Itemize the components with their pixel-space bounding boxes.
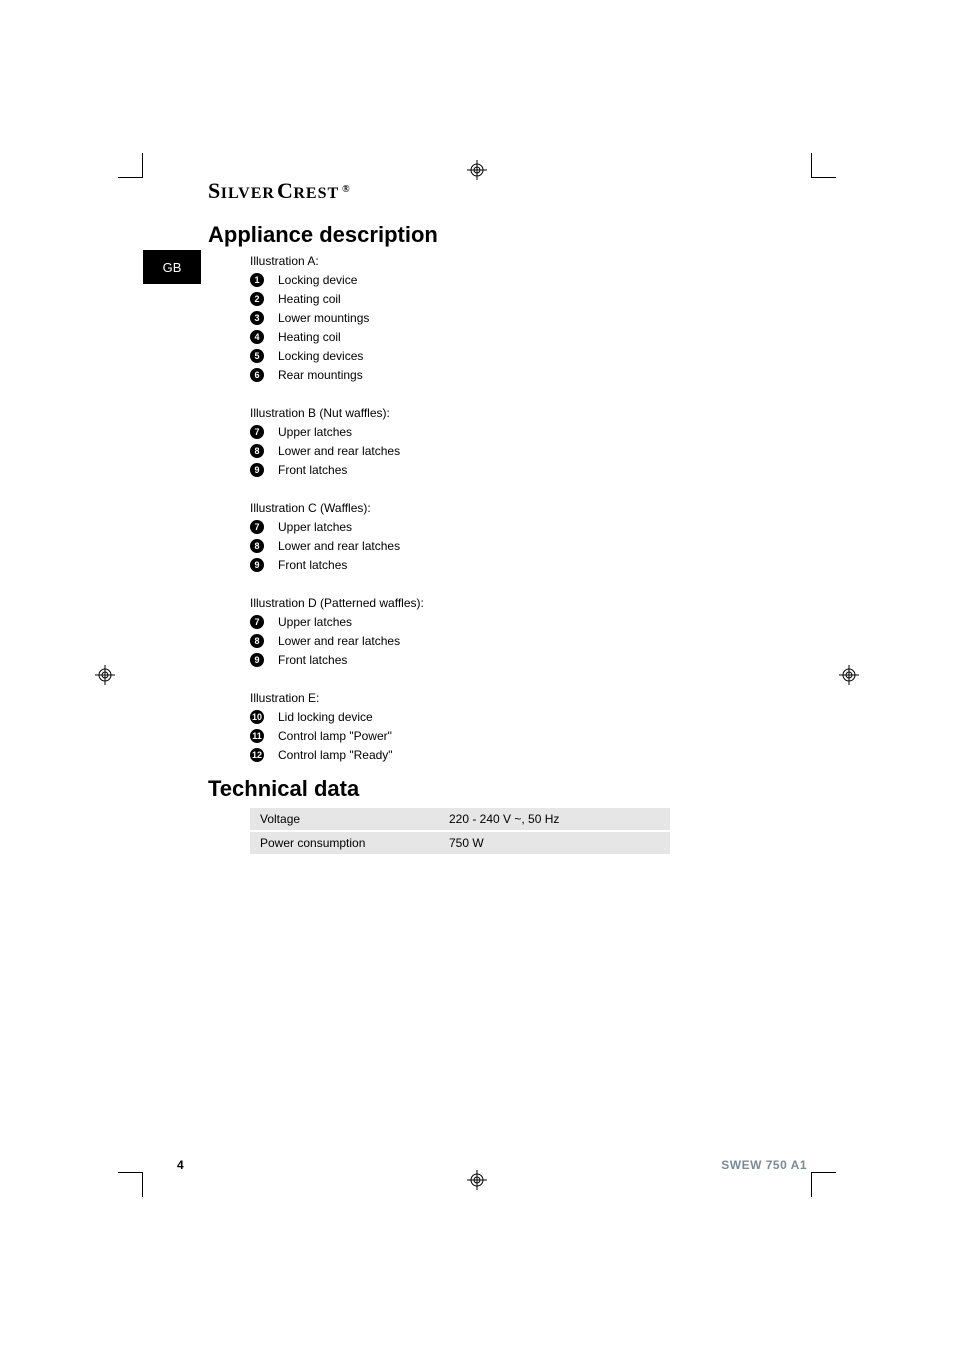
illustration-heading: Illustration B (Nut waffles): [250, 406, 811, 420]
registration-mark [467, 160, 487, 180]
list-item: 11 Control lamp "Power" [250, 729, 811, 743]
illustration-heading: Illustration A: [250, 254, 811, 268]
appliance-groups: Illustration A: 1 Locking device 2 Heating c… [250, 254, 811, 762]
crop-mark [811, 153, 836, 178]
item-label: Front latches [278, 558, 347, 572]
language-badge: GB [143, 250, 201, 284]
item-number-badge: 6 [250, 368, 264, 382]
crop-mark [118, 1172, 143, 1197]
registration-mark [95, 665, 115, 685]
item-number-badge: 9 [250, 558, 264, 572]
item-number-badge: 4 [250, 330, 264, 344]
list-item: 8 Lower and rear latches [250, 634, 811, 648]
spec-value: 750 W [439, 831, 670, 855]
section-title-technical: Technical data [208, 776, 811, 802]
item-label: Control lamp "Power" [278, 729, 392, 743]
page-footer: 4 SWEW 750 A1 [143, 1158, 811, 1172]
item-number-badge: 12 [250, 748, 264, 762]
item-label: Locking device [278, 273, 357, 287]
spec-label: Power consumption [250, 831, 439, 855]
brand-part: S [208, 178, 221, 204]
item-label: Rear mountings [278, 368, 363, 382]
page-number: 4 [177, 1158, 184, 1172]
list-item: 7 Upper latches [250, 615, 811, 629]
list-item: 9 Front latches [250, 463, 811, 477]
item-number-badge: 5 [250, 349, 264, 363]
item-label: Heating coil [278, 330, 341, 344]
page-content: SILVER CREST ® GB Appliance description … [143, 178, 811, 1172]
item-label: Control lamp "Ready" [278, 748, 393, 762]
item-label: Lower and rear latches [278, 539, 400, 553]
item-label: Lid locking device [278, 710, 373, 724]
list-item: 12 Control lamp "Ready" [250, 748, 811, 762]
item-label: Upper latches [278, 520, 352, 534]
list-item: 2 Heating coil [250, 292, 811, 306]
main-content: Appliance description Illustration A: 1 Lo… [208, 222, 811, 856]
list-item: 4 Heating coil [250, 330, 811, 344]
item-label: Lower mountings [278, 311, 369, 325]
list-item: 1 Locking device [250, 273, 811, 287]
list-item: 3 Lower mountings [250, 311, 811, 325]
item-label: Front latches [278, 653, 347, 667]
item-label: Upper latches [278, 425, 352, 439]
item-label: Heating coil [278, 292, 341, 306]
item-number-badge: 9 [250, 653, 264, 667]
registration-mark [839, 665, 859, 685]
illustration-heading: Illustration E: [250, 691, 811, 705]
item-label: Locking devices [278, 349, 363, 363]
list-item: 5 Locking devices [250, 349, 811, 363]
model-number: SWEW 750 A1 [721, 1158, 807, 1172]
section-title-appliance: Appliance description [208, 222, 811, 248]
item-number-badge: 2 [250, 292, 264, 306]
illustration-heading: Illustration D (Patterned waffles): [250, 596, 811, 610]
item-number-badge: 10 [250, 710, 264, 724]
item-label: Lower and rear latches [278, 444, 400, 458]
item-number-badge: 11 [250, 729, 264, 743]
list-item: 9 Front latches [250, 653, 811, 667]
item-number-badge: 1 [250, 273, 264, 287]
list-item: 7 Upper latches [250, 425, 811, 439]
item-number-badge: 7 [250, 615, 264, 629]
spec-value: 220 - 240 V ~, 50 Hz [439, 808, 670, 831]
list-item: 8 Lower and rear latches [250, 539, 811, 553]
table-row: Power consumption750 W [250, 831, 670, 855]
brand-part: C [277, 178, 293, 204]
illustration-heading: Illustration C (Waffles): [250, 501, 811, 515]
brand-registered: ® [342, 184, 350, 195]
spec-label: Voltage [250, 808, 439, 831]
item-number-badge: 3 [250, 311, 264, 325]
item-number-badge: 8 [250, 634, 264, 648]
crop-mark [118, 153, 143, 178]
table-row: Voltage220 - 240 V ~, 50 Hz [250, 808, 670, 831]
technical-data-table: Voltage220 - 240 V ~, 50 HzPower consump… [250, 808, 670, 856]
item-number-badge: 7 [250, 520, 264, 534]
list-item: 7 Upper latches [250, 520, 811, 534]
list-item: 6 Rear mountings [250, 368, 811, 382]
crop-mark [811, 1172, 836, 1197]
registration-mark [467, 1170, 487, 1190]
item-number-badge: 7 [250, 425, 264, 439]
list-item: 8 Lower and rear latches [250, 444, 811, 458]
item-number-badge: 8 [250, 444, 264, 458]
item-label: Upper latches [278, 615, 352, 629]
item-label: Front latches [278, 463, 347, 477]
item-label: Lower and rear latches [278, 634, 400, 648]
item-number-badge: 8 [250, 539, 264, 553]
brand-part: REST [293, 185, 339, 203]
brand-part: ILVER [221, 185, 275, 203]
list-item: 10 Lid locking device [250, 710, 811, 724]
item-number-badge: 9 [250, 463, 264, 477]
brand-logo: SILVER CREST ® [208, 178, 811, 204]
list-item: 9 Front latches [250, 558, 811, 572]
